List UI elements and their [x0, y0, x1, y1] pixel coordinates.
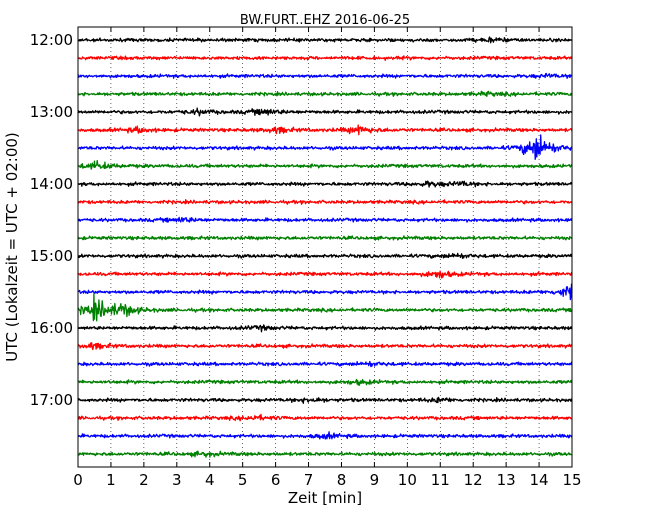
trace-1715	[77, 413, 573, 422]
axis-ticks: 0 1 2 3 4 5 6 7 8 9 10 11 12 13 14 1512:0013:0014:0015:…	[30, 27, 582, 489]
x-tick-label: 3	[172, 471, 182, 489]
x-tick-label: 11	[431, 471, 450, 489]
x-tick-label: 9	[370, 471, 380, 489]
trace-1615	[77, 342, 573, 351]
y-tick-label: 16:00	[30, 319, 73, 337]
y-tick-label: 13:00	[30, 103, 73, 121]
trace-1230	[77, 72, 573, 79]
trace-1645	[77, 378, 573, 386]
trace-1500	[77, 252, 573, 259]
trace-1445	[77, 235, 573, 241]
trace-1215	[77, 55, 573, 61]
trace-1200	[77, 36, 573, 44]
trace-1330	[77, 134, 573, 160]
trace-1700	[77, 396, 573, 404]
x-tick-label: 2	[139, 471, 149, 489]
trace-1300	[77, 107, 573, 117]
y-tick-label: 14:00	[30, 175, 73, 193]
x-tick-label: 6	[271, 471, 281, 489]
x-tick-label: 4	[205, 471, 215, 489]
trace-1400	[77, 180, 573, 188]
trace-1515	[77, 270, 573, 279]
trace-1600	[77, 324, 573, 333]
x-tick-label: 5	[238, 471, 248, 489]
y-tick-label: 12:00	[30, 31, 73, 49]
x-tick-label: 10	[398, 471, 417, 489]
trace-1315	[77, 124, 573, 136]
trace-1545	[77, 292, 573, 322]
trace-1345	[77, 159, 573, 170]
plot-frame	[77, 26, 573, 468]
x-tick-label: 14	[530, 471, 549, 489]
x-tick-label: 15	[562, 471, 581, 489]
x-tick-label: 12	[464, 471, 483, 489]
trace-1530	[77, 283, 573, 301]
y-tick-label: 15:00	[30, 247, 73, 265]
chart-title: BW.FURT..EHZ 2016-06-25	[240, 13, 410, 28]
trace-1415	[77, 199, 573, 205]
trace-1245	[77, 90, 573, 98]
y-tick-label: 17:00	[30, 391, 73, 409]
x-axis-label: Zeit [min]	[288, 489, 362, 507]
trace-1430	[77, 216, 573, 223]
x-tick-label: 8	[337, 471, 347, 489]
y-axis-label: UTC (Lokalzeit = UTC + 02:00)	[3, 132, 21, 362]
x-tick-label: 7	[304, 471, 314, 489]
trace-1630	[77, 360, 573, 368]
x-tick-label: 0	[73, 471, 83, 489]
x-tick-label: 13	[497, 471, 516, 489]
x-tick-label: 1	[106, 471, 116, 489]
trace-1730	[77, 431, 573, 440]
grid-lines	[110, 27, 540, 467]
trace-1745	[77, 450, 573, 458]
traces	[77, 36, 573, 458]
